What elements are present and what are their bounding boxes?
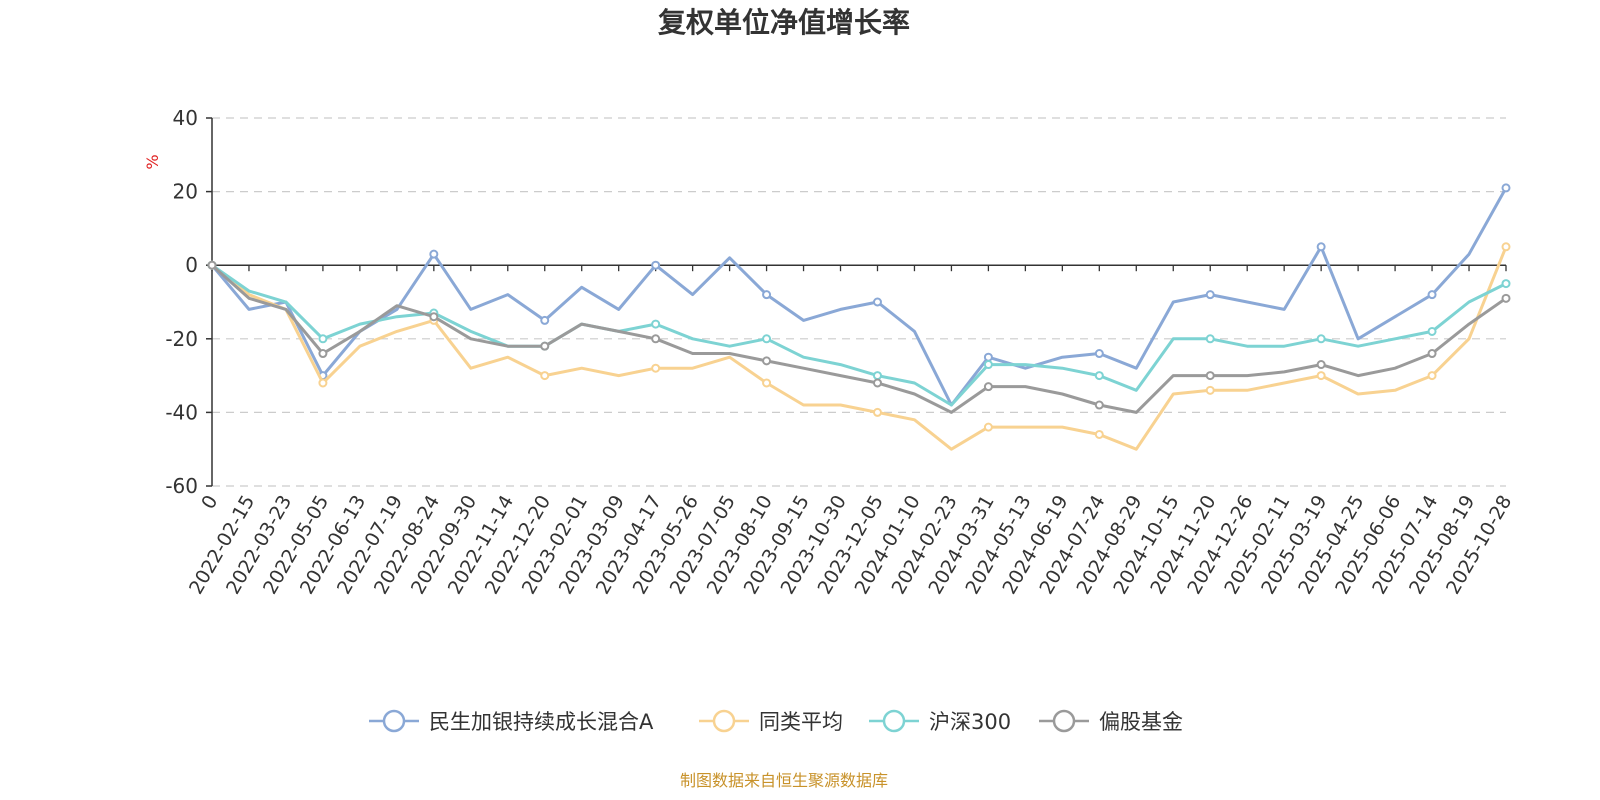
data-point <box>651 319 661 329</box>
data-point <box>1427 349 1437 359</box>
axes: 40200-20-40-6002022-02-152022-03-232022-… <box>165 106 1516 598</box>
data-source-note: 制图数据来自恒生聚源数据库 <box>680 771 888 790</box>
data-point <box>872 371 882 381</box>
legend-label: 偏股基金 <box>1099 710 1183 734</box>
data-point <box>872 378 882 388</box>
data-point <box>1094 371 1104 381</box>
data-point <box>1427 326 1437 336</box>
y-tick-label: 20 <box>173 180 198 204</box>
legend-marker <box>1052 709 1076 733</box>
data-point <box>1501 293 1511 303</box>
series-2 <box>207 260 1511 407</box>
data-point <box>540 341 550 351</box>
y-tick-label: 40 <box>173 106 198 130</box>
legend-label: 民生加银持续成长混合A <box>429 710 654 734</box>
data-point <box>651 363 661 373</box>
legend-label: 沪深300 <box>929 710 1011 734</box>
series-1 <box>207 242 1511 451</box>
data-point <box>762 356 772 366</box>
y-tick-label: -20 <box>165 327 198 351</box>
data-point <box>983 360 993 370</box>
series-line <box>210 186 1508 407</box>
legend-marker <box>382 709 406 733</box>
data-point <box>207 260 217 270</box>
legend-label: 同类平均 <box>759 710 843 734</box>
data-point <box>1205 290 1215 300</box>
data-point <box>1501 279 1511 289</box>
data-point <box>1094 400 1104 410</box>
data-point <box>429 249 439 259</box>
series-lines <box>207 183 1511 451</box>
legend-item[interactable]: 偏股基金 <box>1039 709 1183 734</box>
data-point <box>318 334 328 344</box>
data-point <box>1094 349 1104 359</box>
y-tick-label: 0 <box>185 253 198 277</box>
series-0 <box>207 183 1511 407</box>
legend-item[interactable]: 民生加银持续成长混合A <box>369 709 654 734</box>
data-point <box>651 260 661 270</box>
data-point <box>983 382 993 392</box>
legend[interactable]: 民生加银持续成长混合A 同类平均 沪深300 偏股基金 <box>369 709 1183 734</box>
data-point <box>762 290 772 300</box>
legend-item[interactable]: 同类平均 <box>699 709 843 734</box>
data-point <box>318 378 328 388</box>
data-point <box>872 297 882 307</box>
y-tick-label: -60 <box>165 474 198 498</box>
data-point <box>1094 429 1104 439</box>
x-tick-label: 0 <box>197 492 222 513</box>
data-point <box>983 422 993 432</box>
grid-lines <box>212 117 1506 487</box>
y-tick-label: -40 <box>165 400 198 424</box>
chart-title: 复权单位净值增长率 <box>658 6 910 39</box>
legend-marker <box>882 709 906 733</box>
data-point <box>1316 371 1326 381</box>
data-point <box>1316 360 1326 370</box>
data-point <box>1427 371 1437 381</box>
data-point <box>1205 334 1215 344</box>
data-point <box>318 349 328 359</box>
data-point <box>1501 183 1511 193</box>
y-axis-label: % <box>143 154 162 169</box>
legend-item[interactable]: 沪深300 <box>869 709 1011 734</box>
data-point <box>1316 242 1326 252</box>
series-3 <box>207 260 1511 414</box>
data-point <box>762 334 772 344</box>
data-point <box>1501 242 1511 252</box>
data-point <box>429 312 439 322</box>
series-line <box>210 263 1508 407</box>
data-point <box>651 334 661 344</box>
data-point <box>540 371 550 381</box>
data-point <box>1205 371 1215 381</box>
data-point <box>540 315 550 325</box>
data-point <box>983 352 993 362</box>
data-point <box>1316 334 1326 344</box>
data-point <box>1427 290 1437 300</box>
data-point <box>872 407 882 417</box>
data-point <box>1205 385 1215 395</box>
legend-marker <box>712 709 736 733</box>
data-point <box>762 378 772 388</box>
series-line <box>210 245 1508 451</box>
series-line <box>210 263 1508 414</box>
